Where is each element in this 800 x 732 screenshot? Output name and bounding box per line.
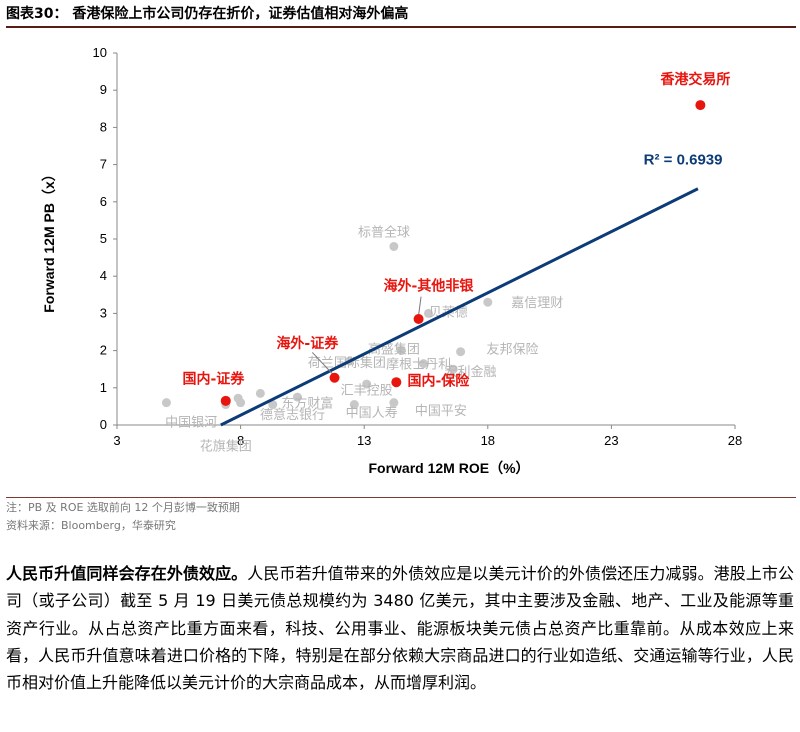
muted-point	[349, 400, 359, 410]
chart-note: 注：PB 及 ROE 选取前向 12 个月彭博一致预期	[6, 501, 240, 514]
muted-point	[456, 347, 466, 357]
y-tick-label: 1	[100, 380, 107, 395]
muted-point	[389, 241, 399, 251]
muted-point-label: 中国银河	[165, 415, 217, 430]
muted-point-label: 东方财富	[281, 396, 333, 412]
chart-source: 资料来源：Bloomberg，华泰研究	[6, 519, 176, 532]
highlight-point	[695, 100, 706, 111]
paragraph-body: 人民币若升值带来的外债效应是以美元计价的外债偿还压力减弱。港股上市公司（或子公司…	[6, 564, 794, 693]
muted-point-label: 中国人寿	[346, 406, 398, 421]
y-axis-label: Forward 12M PB（x）	[41, 167, 57, 312]
x-tick-label: 8	[237, 433, 244, 448]
y-tick-label: 3	[100, 305, 107, 320]
y-tick-label: 9	[100, 82, 107, 97]
highlight-point	[413, 313, 424, 324]
highlight-point	[329, 372, 340, 383]
highlight-point	[220, 395, 231, 406]
muted-point	[419, 359, 429, 369]
y-tick-label: 2	[100, 343, 107, 358]
muted-point-label: 嘉信理财	[511, 296, 563, 311]
muted-point-label: 标普全球	[358, 225, 410, 241]
x-tick-label: 13	[357, 433, 371, 448]
muted-point	[268, 400, 278, 410]
chart-rule	[6, 497, 796, 498]
body-paragraph: 人民币升值同样会存在外债效应。人民币若升值带来的外债效应是以美元计价的外债偿还压…	[6, 560, 794, 696]
x-tick-label: 23	[604, 433, 618, 448]
muted-point	[292, 392, 302, 402]
muted-point-label: 中国平安	[415, 404, 467, 419]
leader-line	[418, 296, 422, 316]
muted-points: 标普全球嘉信理财贝莱德友邦保险高盛集团荷兰国际集团摩根士丹利宏利金融汇丰控股中国…	[161, 225, 563, 454]
muted-point	[255, 388, 265, 398]
highlight-point-label: 国内-保险	[407, 372, 470, 389]
y-tick-label: 10	[93, 45, 107, 60]
y-tick-label: 0	[100, 417, 107, 432]
highlight-point-label: 海外-证券	[276, 335, 339, 352]
muted-point	[396, 346, 406, 356]
highlight-point-label: 海外-其他非银	[384, 278, 475, 295]
highlight-point	[391, 377, 402, 388]
muted-point-label: 汇丰控股	[341, 384, 393, 399]
leader-line	[311, 352, 334, 376]
x-tick-label: 28	[728, 433, 742, 448]
trendline-r2-label: R² = 0.6939	[644, 152, 723, 169]
figure-title: 图表30： 香港保险上市公司仍存在折价，证券估值相对海外偏高	[6, 4, 792, 26]
muted-point-label: 宏利金融	[444, 364, 496, 380]
muted-point-label: 花旗集团	[200, 438, 252, 454]
muted-point	[389, 398, 399, 408]
y-tick-label: 4	[100, 268, 107, 283]
muted-point-label: 友邦保险	[487, 342, 539, 358]
muted-point	[423, 308, 433, 318]
y-tick-label: 8	[100, 119, 107, 134]
muted-point	[233, 393, 243, 403]
y-tick-label: 7	[100, 157, 107, 172]
highlight-point-label: 国内-证券	[183, 371, 246, 388]
muted-point	[362, 379, 372, 389]
muted-point	[161, 398, 171, 408]
muted-point-label: 德意志银行	[260, 407, 325, 423]
y-tick-label: 6	[100, 194, 107, 209]
x-tick-label: 18	[481, 433, 495, 448]
highlight-point-label: 香港交易所	[659, 71, 730, 88]
trendline	[220, 187, 699, 427]
figure-label: 图表30：	[6, 6, 68, 22]
x-axis-label: Forward 12M ROE（%）	[368, 460, 529, 476]
muted-point	[448, 364, 458, 374]
x-tick-label: 3	[113, 433, 120, 448]
y-tick-label: 5	[100, 231, 107, 246]
figure-caption: 香港保险上市公司仍存在折价，证券估值相对海外偏高	[72, 6, 409, 22]
muted-point-label: 摩根士丹利	[386, 357, 451, 373]
trendline-group: R² = 0.6939	[220, 152, 723, 427]
muted-point	[483, 297, 493, 307]
paragraph-lead: 人民币升值同样会存在外债效应。	[6, 564, 248, 583]
title-rule	[6, 26, 796, 28]
